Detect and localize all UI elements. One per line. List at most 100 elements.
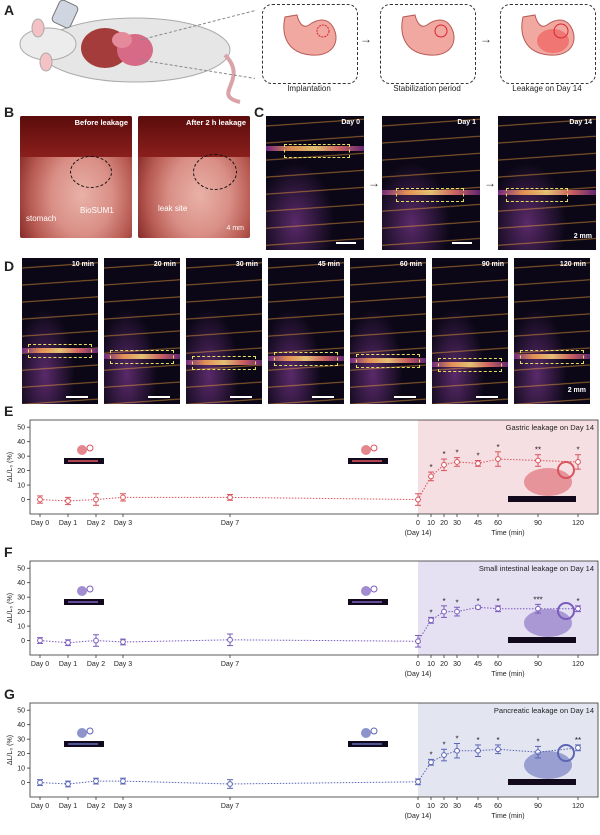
- stomach-icon: [283, 14, 337, 56]
- x-tick-label: Day 2: [87, 803, 105, 810]
- inset-early: [64, 444, 104, 464]
- chart-small-intestinal: F 0 10 20 30 40 50 ΔL/L₀ (%) Small intestinal le…: [4, 544, 599, 678]
- significance-mark: **: [575, 736, 581, 745]
- x-tick-label: Day 1: [59, 520, 77, 527]
- implant-ring: [557, 461, 575, 479]
- data-point-min: [475, 747, 481, 754]
- frame-title: 60 min: [399, 261, 422, 268]
- plot-frame: [29, 560, 599, 656]
- data-point-min: [495, 456, 501, 462]
- arrow-icon: →: [360, 32, 372, 46]
- us-band: [352, 743, 382, 745]
- significance-mark: *: [576, 597, 579, 606]
- implant-ring: [370, 585, 378, 593]
- data-point-min: [495, 746, 501, 753]
- significance-mark: *: [455, 449, 458, 458]
- scale-label: 2 mm: [573, 233, 592, 240]
- x-tick-label: 0: [416, 520, 420, 527]
- x-tick-label: 30: [453, 661, 461, 668]
- x-axis-label: Time (min): [491, 530, 524, 537]
- significance-mark: *: [496, 597, 499, 606]
- x-tick-label: Day 2: [87, 661, 105, 668]
- y-tick-label: 10: [17, 624, 25, 631]
- inset-early: [64, 585, 104, 605]
- data-point-day: [120, 778, 126, 784]
- y-tick-label: 40: [17, 722, 25, 729]
- us-frame-row: 10 min 20 min 30 min 45 min 60 min 90 min 120 …: [22, 258, 596, 404]
- x-tick-label: Day 3: [114, 661, 132, 668]
- implant-ring: [370, 444, 378, 452]
- y-tick-label: 50: [17, 425, 25, 432]
- arrow-icon: →: [484, 176, 496, 190]
- roi-box: [356, 354, 420, 368]
- data-point-min: [535, 457, 541, 464]
- x-tick-label: 90: [534, 803, 542, 810]
- photo-before-leakage: Before leakage stomach BioSUM1: [20, 116, 132, 238]
- data-point-min: [495, 605, 501, 612]
- x-tick-label: 20: [440, 803, 448, 810]
- y-tick-label: 10: [17, 483, 25, 490]
- stage-label-implantation: Implantation: [287, 84, 331, 93]
- y-tick-label: 20: [17, 468, 25, 475]
- data-point-day: [227, 636, 233, 643]
- y-axis-label: ΔL/L₀ (%): [7, 735, 14, 765]
- significance-mark: *: [442, 740, 445, 749]
- y-tick-label: 0: [21, 638, 25, 645]
- us-band: [352, 601, 382, 603]
- y-tick-label: 30: [17, 737, 25, 744]
- us-frame-45min: 45 min: [268, 258, 344, 404]
- inset-early: [64, 727, 104, 747]
- y-axis-label: ΔL/L₀ (%): [7, 452, 14, 482]
- x-tick-label: Day 1: [59, 803, 77, 810]
- frame-title: 120 min: [559, 261, 586, 268]
- scale-bar: [230, 396, 252, 398]
- x-tick-label: (Day 14): [405, 671, 432, 678]
- implant-icon: [361, 728, 371, 738]
- arrow-icon: →: [480, 32, 492, 46]
- leak-blob: [524, 468, 572, 496]
- data-point-day: [227, 781, 233, 787]
- x-tick-label: 90: [534, 520, 542, 527]
- x-tick-label: 60: [494, 661, 502, 668]
- x-tick-label: 45: [474, 803, 482, 810]
- significance-mark: *: [429, 463, 432, 472]
- leak-site-label: leak site: [158, 204, 188, 213]
- significance-mark: *: [496, 736, 499, 745]
- data-point-day: [93, 778, 99, 784]
- data-point-day: [415, 638, 421, 645]
- x-tick-label: Day 3: [114, 803, 132, 810]
- roi-box: [28, 344, 92, 358]
- y-tick-label: 0: [21, 497, 25, 504]
- stomach-leak-icon: [521, 14, 575, 56]
- x-tick-label: Day 7: [221, 520, 239, 527]
- frame-title: 90 min: [481, 261, 504, 268]
- roi-box: [284, 144, 350, 158]
- y-tick-label: 50: [17, 566, 25, 573]
- us-frame-20min: 20 min: [104, 258, 180, 404]
- us-band: [352, 460, 382, 462]
- significance-mark: *: [536, 737, 539, 746]
- scale-bar: [312, 396, 334, 398]
- x-tick-label: (Day 14): [405, 530, 432, 537]
- x-tick-label: Day 0: [31, 803, 49, 810]
- rat-illustration: [19, 0, 255, 104]
- significance-mark: *: [476, 736, 479, 745]
- data-point-day: [65, 781, 71, 787]
- leak-illustration: [508, 461, 576, 502]
- roi-box: [396, 188, 464, 202]
- panel-label-c: C: [254, 104, 265, 120]
- us-frame-120min: 120 min 2 mm: [514, 258, 590, 404]
- x-tick-label: 20: [440, 661, 448, 668]
- significance-mark: ***: [533, 595, 542, 604]
- roi-box: [274, 352, 338, 366]
- data-point-day: [65, 498, 71, 504]
- data-point-min: [454, 747, 460, 754]
- implant-outline: [70, 156, 112, 188]
- scale-bar: [148, 396, 170, 398]
- x-tick-label: 0: [416, 661, 420, 668]
- implant-ring: [86, 444, 94, 452]
- data-point-day: [415, 778, 421, 785]
- inset-day14: [348, 585, 388, 605]
- x-tick-label: Day 7: [221, 803, 239, 810]
- data-point-day: [93, 496, 99, 503]
